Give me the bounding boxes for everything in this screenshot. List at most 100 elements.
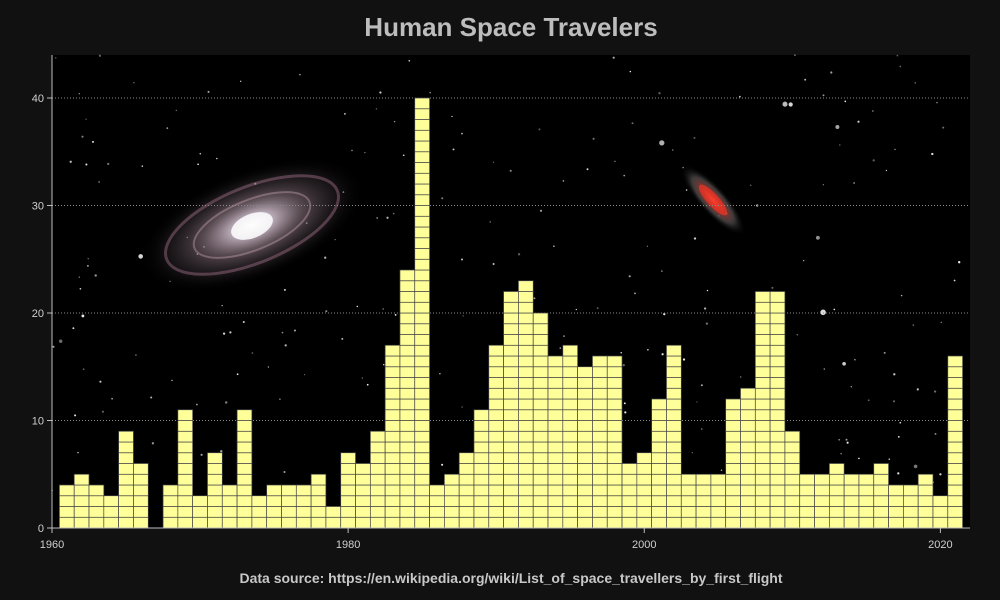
bar-cell bbox=[162, 495, 179, 507]
bar-cell bbox=[873, 463, 889, 475]
bar-cell bbox=[118, 452, 134, 464]
bar-cell bbox=[577, 506, 593, 518]
star bbox=[883, 351, 886, 354]
star bbox=[706, 289, 709, 292]
bar-cell bbox=[562, 495, 578, 507]
bar-cell bbox=[636, 516, 653, 529]
bar-cell bbox=[88, 495, 105, 507]
star bbox=[382, 307, 385, 310]
bar-cell bbox=[577, 495, 593, 507]
bar-cell bbox=[947, 484, 963, 497]
star bbox=[691, 451, 694, 454]
bar-cell bbox=[414, 301, 430, 314]
bar-cell bbox=[473, 495, 490, 507]
bar-cell bbox=[444, 516, 460, 529]
bar-cell bbox=[947, 355, 963, 368]
bar-cell bbox=[666, 441, 682, 454]
star bbox=[672, 149, 674, 151]
bar-cell bbox=[666, 452, 682, 464]
bar-cell bbox=[740, 473, 756, 486]
bar-cell bbox=[784, 452, 801, 464]
bar-cell bbox=[221, 484, 238, 497]
bar-2019 bbox=[917, 473, 934, 529]
bar-1978 bbox=[310, 473, 327, 529]
bar-cell bbox=[458, 463, 475, 475]
bar-cell bbox=[503, 387, 519, 400]
bar-cell bbox=[221, 516, 238, 529]
bar-cell bbox=[754, 377, 771, 389]
bar-1963 bbox=[88, 484, 105, 529]
bar-cell bbox=[947, 463, 963, 475]
bar-cell bbox=[769, 430, 786, 443]
bar-cell bbox=[592, 441, 608, 454]
star bbox=[897, 435, 900, 438]
star bbox=[845, 438, 848, 441]
bar-cell bbox=[325, 506, 342, 518]
bar-cell bbox=[592, 366, 608, 378]
bar-cell bbox=[414, 516, 430, 529]
star bbox=[623, 402, 626, 405]
bar-cell bbox=[118, 441, 134, 454]
bar-cell bbox=[384, 366, 401, 378]
star bbox=[622, 363, 625, 367]
star bbox=[341, 337, 344, 340]
star bbox=[940, 321, 943, 324]
bar-cell bbox=[369, 441, 386, 454]
bar-cell bbox=[725, 452, 741, 464]
bar-cell bbox=[754, 355, 771, 368]
bar-cell bbox=[133, 463, 149, 475]
bar-cell bbox=[666, 420, 682, 432]
bar-cell bbox=[414, 484, 430, 497]
bar-cell bbox=[399, 516, 416, 529]
bar-cell bbox=[606, 441, 623, 454]
star bbox=[844, 100, 847, 103]
bar-cell bbox=[710, 495, 727, 507]
bar-cell bbox=[651, 463, 667, 475]
star bbox=[885, 169, 888, 172]
bar-cell bbox=[695, 484, 712, 497]
star bbox=[842, 361, 846, 366]
bar-cell bbox=[666, 344, 682, 357]
bar-cell bbox=[843, 516, 860, 529]
bar-2015 bbox=[858, 473, 875, 529]
star bbox=[509, 169, 512, 172]
bar-cell bbox=[814, 473, 830, 486]
bar-cell bbox=[488, 355, 504, 368]
bar-cell bbox=[399, 280, 416, 292]
bar-cell bbox=[577, 516, 593, 529]
bar-cell bbox=[947, 452, 963, 464]
bar-2012 bbox=[814, 473, 830, 529]
bar-cell bbox=[414, 344, 430, 357]
bar-cell bbox=[488, 463, 504, 475]
bar-2001 bbox=[651, 398, 667, 529]
bar-cell bbox=[828, 484, 845, 497]
star bbox=[592, 137, 595, 140]
star bbox=[916, 388, 919, 391]
star bbox=[439, 372, 441, 375]
y-tick-label: 0 bbox=[38, 523, 44, 535]
bar-cell bbox=[295, 484, 312, 497]
star bbox=[220, 450, 223, 453]
bar-cell bbox=[384, 377, 401, 389]
bar-1983 bbox=[384, 344, 401, 529]
bar-cell bbox=[73, 506, 90, 518]
star bbox=[517, 253, 521, 256]
bar-cell bbox=[73, 473, 90, 486]
bar-cell bbox=[651, 452, 667, 464]
star bbox=[840, 453, 842, 455]
bar-cell bbox=[236, 516, 253, 529]
star bbox=[661, 353, 664, 356]
y-tick-label: 10 bbox=[32, 416, 44, 428]
bar-cell bbox=[547, 355, 564, 368]
bar-cell bbox=[518, 516, 534, 529]
bar-cell bbox=[458, 495, 475, 507]
star bbox=[141, 165, 144, 167]
star bbox=[325, 310, 328, 313]
star bbox=[364, 151, 366, 154]
star bbox=[658, 92, 661, 95]
bar-cell bbox=[88, 506, 105, 518]
bar-cell bbox=[207, 473, 223, 486]
bar-cell bbox=[532, 398, 549, 411]
bar-cell bbox=[680, 506, 697, 518]
bar-cell bbox=[592, 377, 608, 389]
